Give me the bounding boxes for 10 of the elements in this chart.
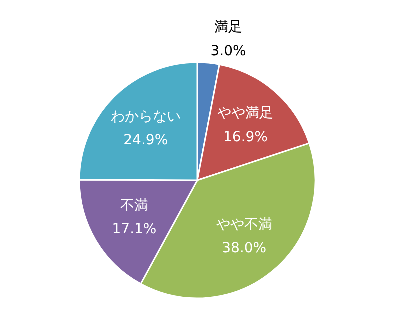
data-label: 16.9% bbox=[224, 129, 268, 146]
slice-label: 満足 bbox=[214, 20, 243, 36]
slice-label: 不満 bbox=[120, 198, 148, 214]
data-label: 38.0% bbox=[222, 240, 267, 256]
data-label: 17.1% bbox=[112, 221, 157, 238]
data-label: 3.0% bbox=[210, 43, 246, 60]
data-label: 24.9% bbox=[124, 132, 168, 148]
slice-label: やや不満 bbox=[216, 216, 272, 233]
slice-label: やや満足 bbox=[218, 106, 274, 122]
slice-label: わからない bbox=[110, 108, 181, 125]
